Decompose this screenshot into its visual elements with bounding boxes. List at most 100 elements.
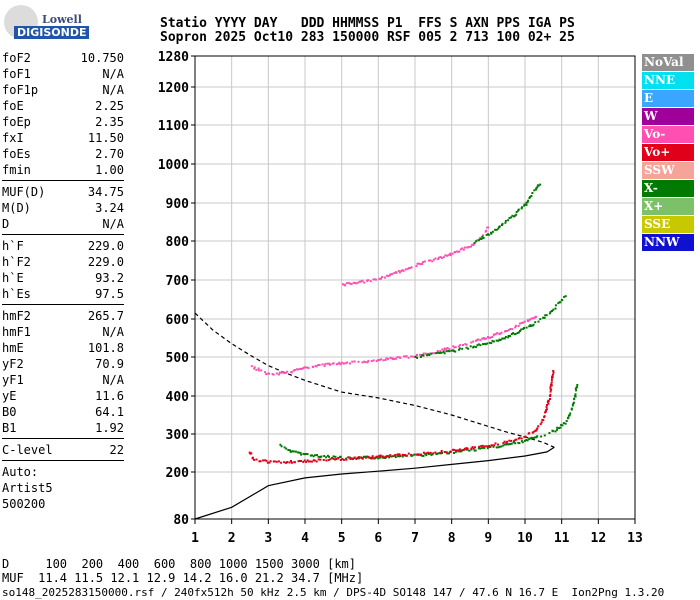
trace-point (329, 458, 332, 461)
trace-point (457, 449, 460, 452)
trace-point (551, 375, 554, 378)
trace-point (306, 366, 309, 369)
trace-point (391, 272, 394, 275)
trace-point (422, 454, 425, 457)
trace-point (479, 339, 482, 342)
trace-point (476, 344, 479, 347)
trace-point (360, 280, 363, 283)
trace-point (305, 366, 307, 369)
y-tick-label: 800 (166, 235, 190, 250)
trace-point (517, 325, 520, 327)
trace-point (514, 326, 517, 329)
y-tick-label: 400 (166, 390, 190, 405)
trace-point (515, 211, 518, 213)
param-name: foF1 (2, 67, 31, 81)
trace-point (323, 455, 326, 457)
trace-point (294, 450, 297, 453)
trace-point (480, 447, 483, 450)
trace-point (324, 363, 327, 366)
trace-point (253, 458, 256, 461)
trace-point (280, 461, 283, 464)
param-value: 64.1 (95, 405, 124, 419)
trace-point (253, 367, 256, 370)
trace-point (345, 282, 348, 285)
trace-point (428, 354, 431, 356)
trace-point (381, 456, 384, 459)
trace-point (522, 321, 525, 324)
trace-point (275, 460, 278, 463)
trace-point (440, 450, 443, 452)
trace-point (439, 351, 442, 354)
trace-point (532, 323, 535, 326)
trace-point (378, 359, 381, 361)
trace-point (338, 361, 341, 364)
trace-point (525, 201, 528, 204)
trace-point (448, 350, 451, 353)
trace-point (257, 367, 260, 370)
trace-point (545, 406, 548, 409)
trace-point (295, 368, 298, 371)
trace-point (372, 278, 375, 281)
trace-point (537, 320, 540, 323)
trace-point (528, 325, 531, 328)
trace-point (432, 258, 435, 261)
trace-point (446, 347, 449, 349)
trace-point (272, 373, 275, 376)
trace-point (429, 451, 432, 454)
trace-point (474, 339, 477, 342)
trace-point (332, 362, 335, 365)
param-value: 10.750 (80, 51, 124, 65)
trace-point (353, 360, 356, 363)
trace-point (442, 351, 445, 353)
trace-point (437, 256, 440, 259)
trace-point (508, 217, 511, 219)
trace-point (459, 450, 461, 453)
trace-point (350, 283, 353, 286)
trace-point (292, 450, 295, 453)
param-value: 11.6 (95, 389, 124, 403)
param-value: 3.24 (95, 201, 124, 215)
trace-point (537, 425, 540, 428)
trace-point (440, 257, 443, 259)
trace-point (428, 352, 431, 355)
trace-point (408, 267, 411, 270)
trace-point (500, 331, 503, 334)
trace-point (259, 460, 262, 463)
trace-point (518, 442, 521, 445)
trace-point (411, 454, 414, 457)
trace-point (437, 258, 440, 261)
trace-point (501, 224, 503, 226)
trace-point (337, 362, 340, 365)
trace-point (399, 356, 402, 359)
trace-point (545, 409, 547, 412)
trace-point (437, 452, 440, 455)
trace-point (341, 361, 344, 364)
trace-point (474, 449, 477, 452)
trace-point (554, 430, 557, 433)
trace-point (360, 456, 363, 459)
trace-point (457, 250, 460, 253)
trace-point (550, 388, 553, 391)
trace-point (447, 253, 450, 256)
param-value: 93.2 (95, 271, 124, 285)
trace-point (534, 429, 537, 432)
trace-point (380, 277, 382, 280)
trace-point (470, 245, 472, 248)
trace-point (384, 358, 387, 361)
trace-point (424, 452, 427, 455)
param-name: B1 (2, 421, 17, 435)
trace-point (422, 352, 425, 355)
trace-point (283, 372, 286, 375)
trace-point (285, 447, 288, 450)
trace-point (510, 333, 513, 335)
trace-point (357, 281, 360, 284)
trace-point (389, 454, 392, 457)
x-tick-label: 9 (484, 531, 492, 546)
trace-point (535, 188, 537, 191)
trace-point (385, 357, 388, 360)
trace-point (545, 314, 548, 317)
param-row-ye: yE 11.6 (2, 388, 124, 404)
trace-point (449, 450, 452, 453)
trace-point (562, 422, 565, 425)
trace-point (450, 349, 453, 352)
